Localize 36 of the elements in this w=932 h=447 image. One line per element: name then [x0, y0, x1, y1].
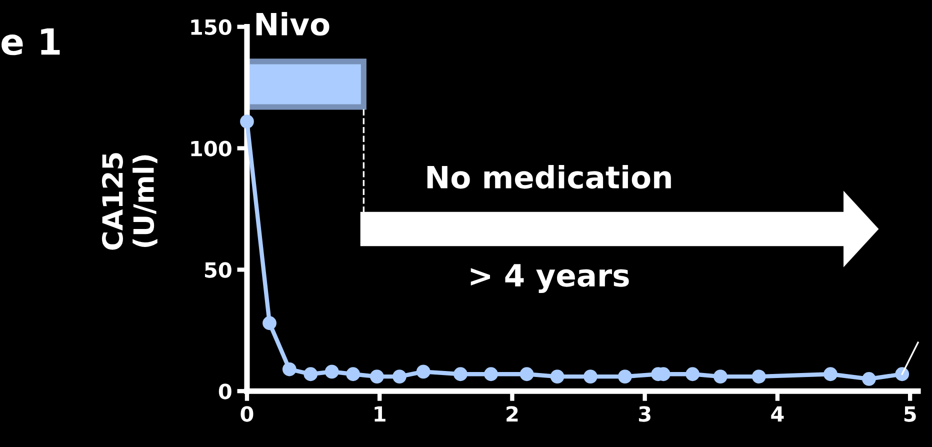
- point: [240, 114, 254, 128]
- band-label: Nivo: [256, 12, 330, 36]
- y-tick-label: 0: [218, 384, 232, 400]
- point: [895, 367, 910, 382]
- y-axis-title: CA125 (U/ml): [102, 153, 158, 250]
- x-tick-label: 4: [771, 406, 784, 422]
- x-tick-label: 1: [374, 406, 386, 422]
- point: [550, 370, 564, 384]
- point: [282, 362, 296, 376]
- point: [713, 370, 728, 384]
- point: [824, 367, 838, 382]
- point: [416, 364, 430, 379]
- point: [584, 370, 598, 384]
- annotation: > 4 years: [470, 264, 629, 293]
- point: [392, 370, 406, 384]
- x-tick-label: 5: [904, 406, 916, 422]
- chart-title: e 1: [2, 28, 60, 56]
- point: [520, 367, 534, 382]
- point: [346, 367, 360, 382]
- y-tick-label: 50: [205, 262, 232, 278]
- point: [370, 370, 384, 384]
- x-tick-label: 2: [506, 406, 518, 422]
- point: [304, 367, 318, 382]
- annotation: No medication: [427, 165, 671, 189]
- point: [618, 370, 632, 384]
- point: [752, 370, 766, 384]
- point: [454, 367, 468, 382]
- point: [862, 372, 876, 386]
- x-tick-label: 0: [240, 406, 254, 422]
- point: [262, 316, 276, 330]
- y-tick-label: 100: [191, 140, 232, 156]
- y-tick-label: 150: [191, 19, 232, 36]
- x-tick-label: 3: [638, 406, 650, 422]
- point: [324, 364, 339, 379]
- point: [484, 367, 498, 382]
- point: [686, 367, 700, 382]
